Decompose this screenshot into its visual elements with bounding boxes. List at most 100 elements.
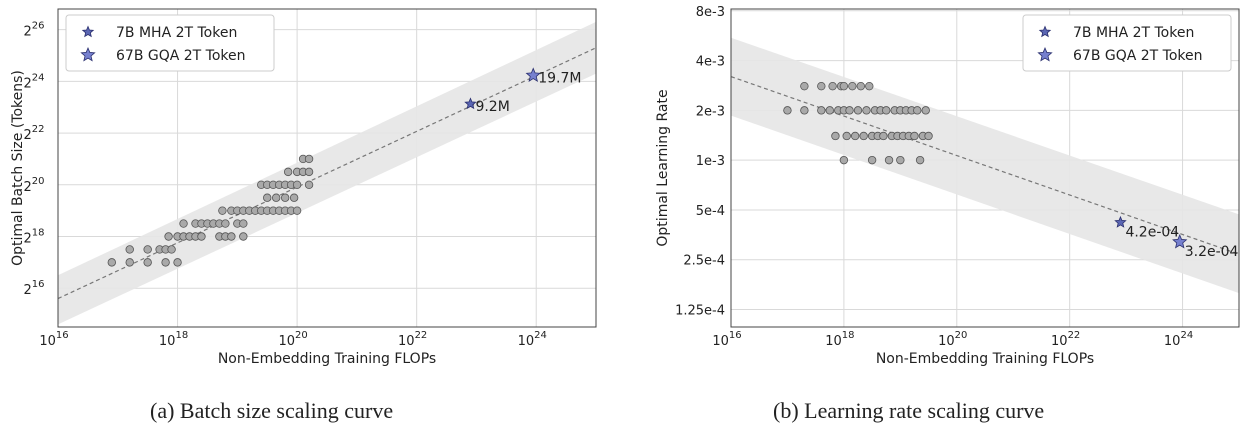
data-point <box>817 106 826 115</box>
y-tick-label: 8e-3 <box>696 5 725 20</box>
caption-a: (a) Batch size scaling curve <box>150 398 394 423</box>
highlight-star <box>1172 233 1188 249</box>
x-tick-label: 1018 <box>159 330 188 349</box>
data-point <box>161 258 170 267</box>
legend-label: 7B MHA 2T Token <box>1073 25 1194 41</box>
highlight-label: 3.2e-04 <box>1185 244 1239 260</box>
y-tick-label: 224 <box>23 72 44 91</box>
highlight-label: 19.7M <box>538 70 581 86</box>
data-point <box>865 81 874 91</box>
y-tick-label: 1.25e-4 <box>675 304 725 319</box>
legend-label: 67B GQA 2T Token <box>1073 48 1203 64</box>
y-tick-label: 226 <box>23 21 44 40</box>
y-tick-label: 218 <box>23 228 44 247</box>
data-point <box>218 206 227 215</box>
data-point <box>304 167 314 177</box>
data-point <box>839 81 849 91</box>
y-tick-label: 2.5e-4 <box>683 254 725 269</box>
data-point <box>167 245 176 254</box>
data-point <box>783 106 792 115</box>
data-point <box>125 245 134 254</box>
data-point <box>882 106 891 115</box>
data-point <box>842 131 851 141</box>
x-tick-label: 1022 <box>398 330 427 349</box>
y-axis-label: Optimal Learning Rate <box>655 89 671 246</box>
data-point <box>859 131 868 141</box>
data-point <box>831 131 840 141</box>
y-axis-label: Optimal Batch Size (Tokens) <box>10 70 26 266</box>
axes-frame <box>730 8 1240 328</box>
y-tick-label: 220 <box>23 176 44 195</box>
y-tick-label: 4e-3 <box>696 55 725 70</box>
data-point <box>913 106 922 115</box>
highlight-star <box>525 67 541 82</box>
data-point <box>853 106 863 115</box>
x-tick-label: 1022 <box>1051 330 1080 349</box>
data-point <box>850 131 860 141</box>
data-point <box>263 193 272 202</box>
data-point <box>304 180 314 190</box>
legend-box <box>65 14 275 72</box>
plot-area-a <box>58 9 596 327</box>
data-point <box>817 81 826 91</box>
y-tick-label: 216 <box>23 279 44 298</box>
x-axis-label: Non-Embedding Training FLOPs <box>218 351 436 367</box>
x-axis-label: Non-Embedding Training FLOPs <box>876 351 1094 367</box>
y-tick-label: 222 <box>23 124 44 143</box>
data-point <box>283 167 293 177</box>
data-point <box>271 193 281 202</box>
legend-label: 7B MHA 2T Token <box>116 25 237 41</box>
data-point <box>227 232 236 241</box>
data-point <box>915 155 925 165</box>
legend-box <box>1022 14 1232 72</box>
x-tick-label: 1024 <box>518 330 547 349</box>
data-point <box>125 258 134 267</box>
legend-star <box>80 46 96 62</box>
data-point <box>867 155 877 165</box>
fit-line <box>58 47 596 300</box>
y-tick-label: 5e-4 <box>696 204 725 219</box>
x-tick-label: 1018 <box>825 330 854 349</box>
data-point <box>884 155 894 165</box>
data-point <box>197 232 206 241</box>
legend-star <box>1037 46 1053 62</box>
legend-star <box>1038 25 1052 38</box>
highlight-label: 9.2M <box>475 99 509 115</box>
data-point <box>862 106 871 115</box>
data-point <box>239 232 248 241</box>
highlight-star <box>464 97 477 110</box>
data-point <box>800 81 809 91</box>
axes-frame <box>57 8 597 328</box>
caption-b: (b) Learning rate scaling curve <box>773 398 1045 423</box>
data-point <box>173 258 182 267</box>
data-point <box>910 131 919 141</box>
data-point <box>289 193 299 202</box>
data-point <box>828 81 837 91</box>
data-point <box>304 154 314 164</box>
data-point <box>800 106 809 115</box>
x-tick-label: 1020 <box>278 330 307 349</box>
data-point <box>221 219 230 228</box>
x-tick-label: 1016 <box>39 330 68 349</box>
legend-label: 67B GQA 2T Token <box>116 48 246 64</box>
data-point <box>848 81 857 91</box>
highlight-star <box>1114 215 1127 228</box>
data-point <box>179 219 188 228</box>
data-point <box>164 232 173 241</box>
data-point <box>107 258 116 267</box>
data-point <box>239 219 248 228</box>
y-tick-label: 2e-3 <box>696 104 725 119</box>
plot-area-b <box>731 9 1239 327</box>
fit-line <box>731 76 1239 255</box>
data-point <box>839 155 849 165</box>
data-point <box>845 106 854 115</box>
data-point <box>825 106 834 115</box>
data-point <box>924 131 933 141</box>
data-point <box>280 193 290 202</box>
x-tick-label: 1020 <box>938 330 967 349</box>
data-point <box>879 131 888 141</box>
x-tick-label: 1016 <box>712 330 741 349</box>
data-point <box>292 180 302 190</box>
highlight-label: 4.2e-04 <box>1125 224 1179 240</box>
